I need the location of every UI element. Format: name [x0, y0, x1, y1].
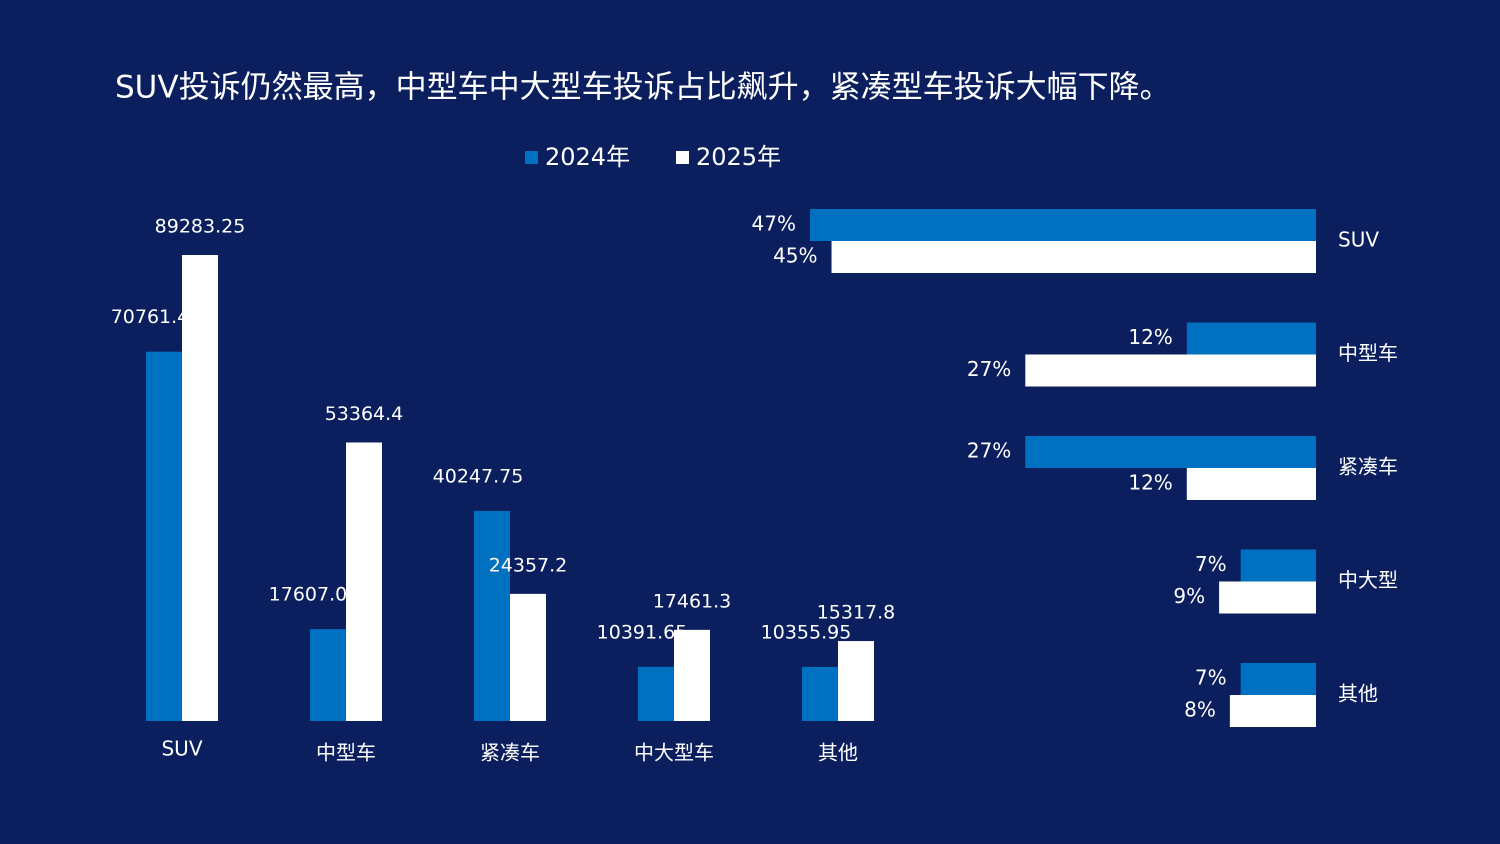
data-label: 45%	[773, 244, 817, 268]
data-label: 47%	[752, 212, 796, 236]
bar	[638, 666, 674, 721]
data-label: 70761.4	[111, 306, 190, 328]
bar	[1240, 549, 1316, 582]
x-tick-label: 紧凑车	[480, 741, 540, 765]
bar	[1025, 354, 1316, 387]
legend-swatch	[525, 151, 538, 164]
bar	[1025, 436, 1316, 468]
data-label: 27%	[967, 357, 1011, 381]
y-tick-label: SUV	[1338, 228, 1379, 252]
bar	[510, 593, 546, 721]
y-tick-label: 紧凑车	[1338, 455, 1398, 479]
data-label: 8%	[1184, 698, 1216, 722]
data-label: 10355.95	[761, 621, 852, 643]
x-tick-label: 中型车	[316, 741, 376, 765]
data-label: 27%	[967, 439, 1011, 463]
bar	[1186, 468, 1316, 500]
y-tick-label: 中型车	[1338, 341, 1398, 365]
bar	[474, 510, 510, 721]
bar	[1219, 581, 1316, 614]
bar	[1229, 695, 1316, 727]
legend-label: 2024年	[545, 143, 630, 171]
bar	[1186, 322, 1316, 355]
bar	[146, 351, 182, 721]
page-title: SUV投诉仍然最高，中型车中大型车投诉占比飙升，紧凑型车投诉大幅下降。	[115, 70, 1171, 106]
data-label: 89283.25	[155, 216, 246, 238]
x-tick-label: SUV	[161, 737, 202, 761]
data-label: 7%	[1195, 666, 1227, 690]
bar	[1240, 663, 1316, 695]
data-label: 12%	[1128, 325, 1172, 349]
data-label: 12%	[1128, 471, 1172, 495]
x-tick-label: 其他	[818, 741, 858, 765]
bar	[310, 629, 346, 721]
data-label: 40247.75	[433, 465, 524, 487]
data-label: 9%	[1173, 584, 1205, 608]
x-tick-label: 中大型车	[634, 741, 714, 765]
data-label: 53364.4	[325, 403, 404, 425]
y-tick-label: 其他	[1338, 682, 1378, 706]
bar	[802, 666, 838, 721]
data-label: 10391.65	[597, 621, 688, 643]
bar	[831, 241, 1316, 273]
data-label: 17607.05	[269, 584, 360, 606]
legend-swatch	[676, 151, 689, 164]
data-label: 17461.3	[653, 590, 732, 612]
bar	[182, 255, 218, 721]
bar	[674, 629, 710, 721]
data-label: 24357.2	[489, 554, 568, 576]
y-tick-label: 中大型	[1338, 568, 1398, 592]
legend-label: 2025年	[696, 143, 781, 171]
bar	[810, 209, 1316, 241]
data-label: 7%	[1195, 552, 1227, 576]
data-label: 15317.8	[817, 602, 896, 624]
bar	[838, 641, 874, 721]
bar	[346, 442, 382, 721]
